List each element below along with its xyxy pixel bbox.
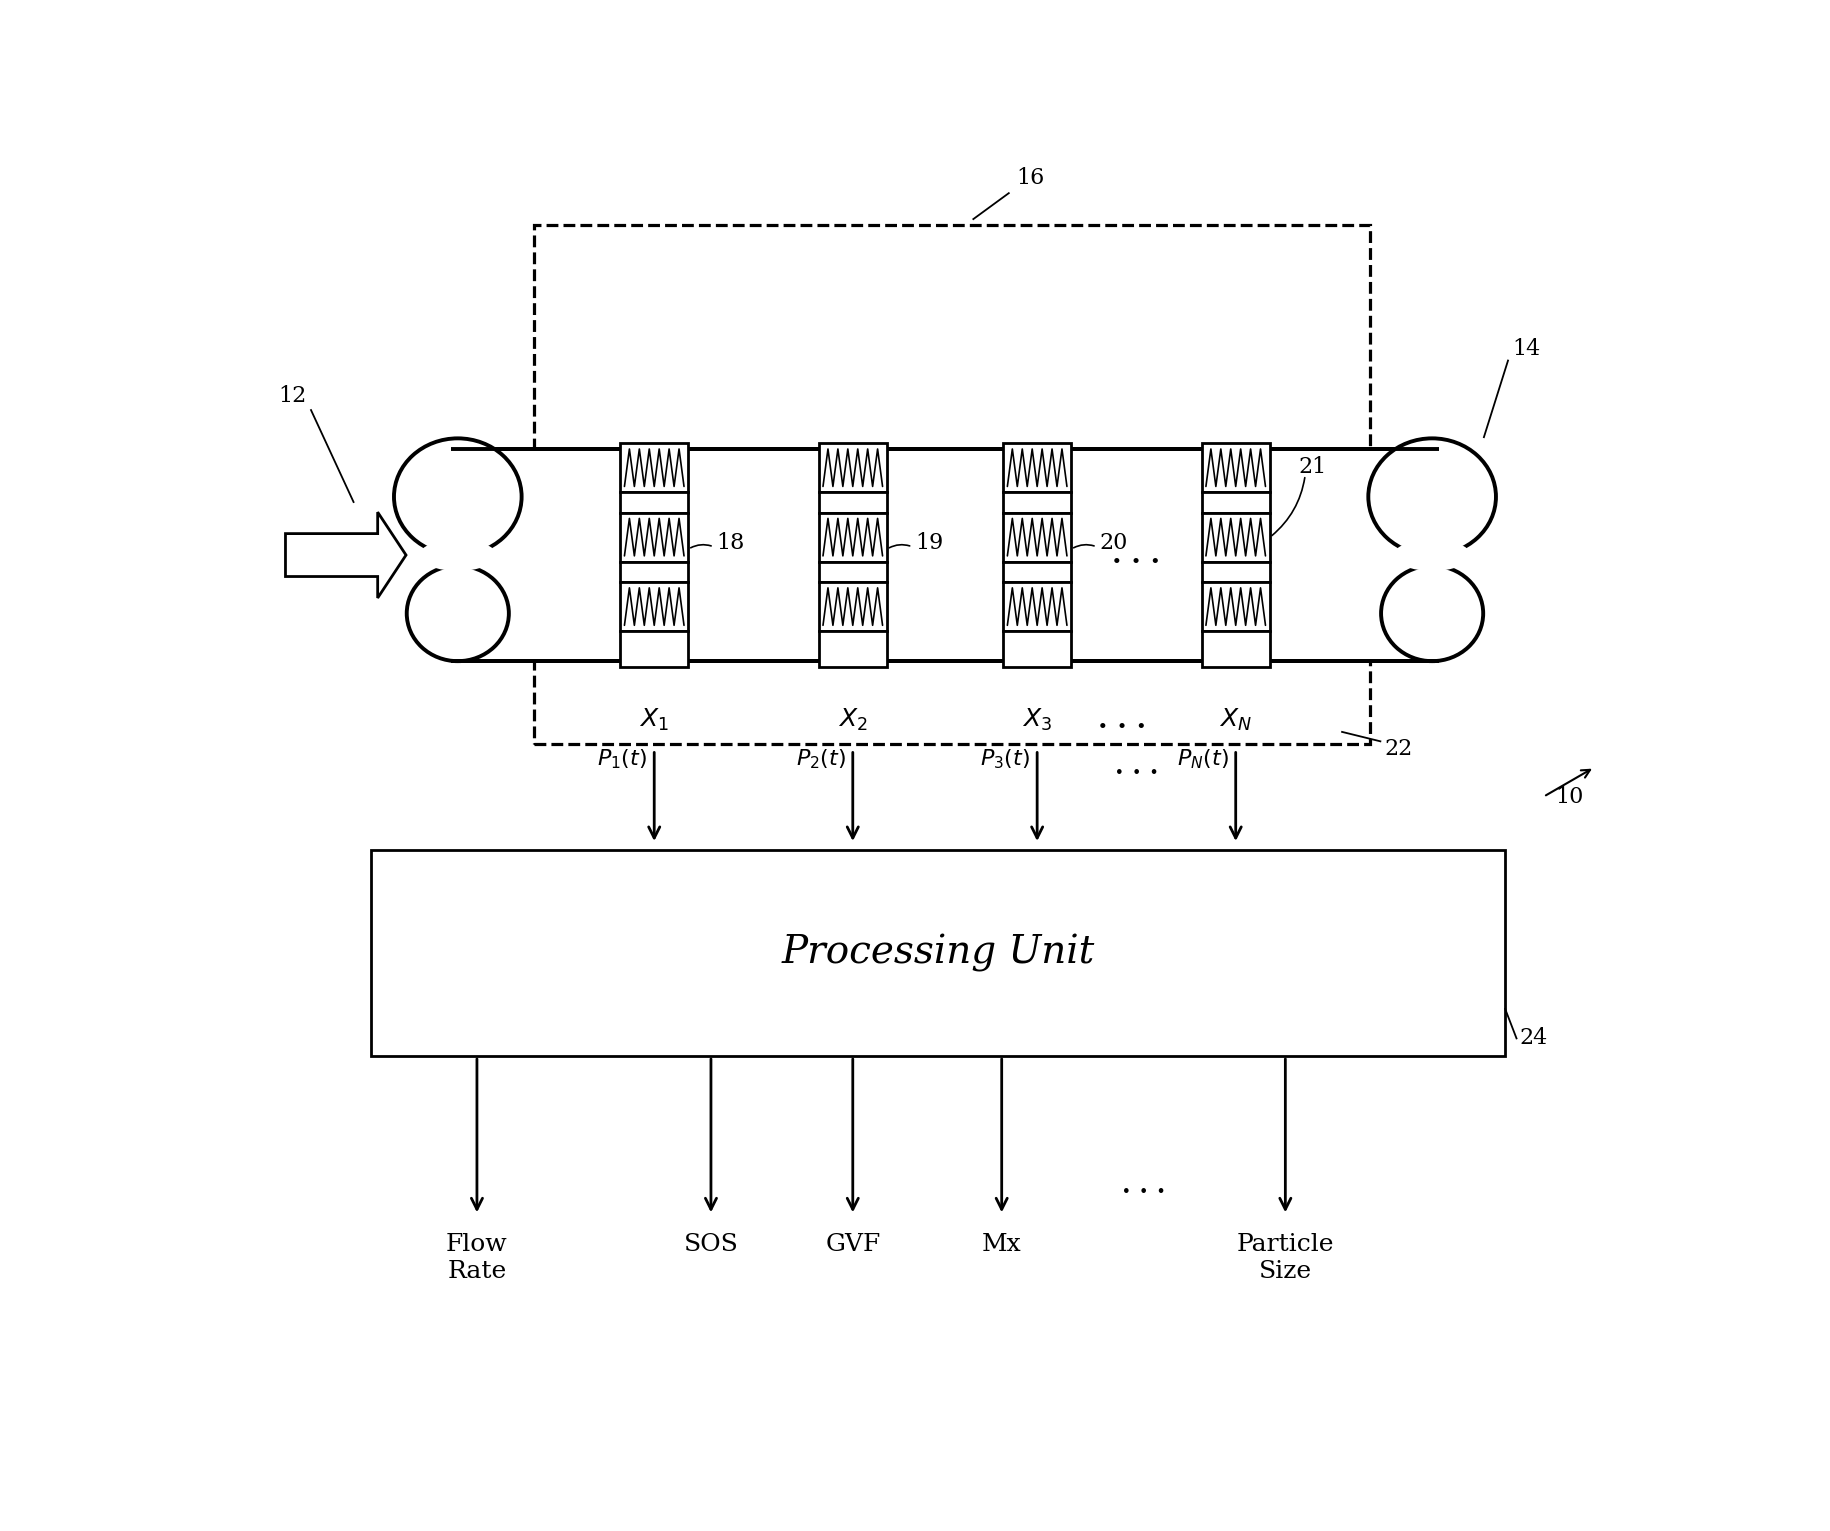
- Bar: [452, 449, 1438, 661]
- Text: $P_N(t)$: $P_N(t)$: [1177, 747, 1228, 770]
- Ellipse shape: [393, 438, 522, 556]
- Polygon shape: [1003, 631, 1071, 668]
- Polygon shape: [1202, 631, 1270, 668]
- Ellipse shape: [419, 539, 496, 571]
- Text: $P_1(t)$: $P_1(t)$: [597, 747, 648, 770]
- Polygon shape: [1003, 442, 1071, 493]
- Polygon shape: [1003, 493, 1071, 513]
- Text: 21: 21: [1297, 456, 1327, 478]
- Text: $X_1$: $X_1$: [639, 707, 670, 733]
- Text: GVF: GVF: [825, 1232, 880, 1255]
- Polygon shape: [620, 631, 688, 668]
- Text: Flow
Rate: Flow Rate: [447, 1232, 507, 1283]
- Text: $X_3$: $X_3$: [1023, 707, 1052, 733]
- Text: Processing Unit: Processing Unit: [781, 934, 1094, 972]
- Ellipse shape: [1369, 438, 1495, 556]
- Text: 12: 12: [278, 384, 307, 407]
- Polygon shape: [1003, 513, 1071, 562]
- Text: . . .: . . .: [1122, 1174, 1166, 1197]
- Text: 10: 10: [1556, 785, 1583, 808]
- Polygon shape: [1202, 562, 1270, 582]
- Text: . . .: . . .: [1098, 707, 1146, 733]
- Polygon shape: [620, 442, 688, 493]
- Polygon shape: [818, 442, 888, 493]
- Polygon shape: [285, 513, 406, 599]
- Polygon shape: [620, 513, 688, 562]
- Text: $P_2(t)$: $P_2(t)$: [796, 747, 845, 770]
- Polygon shape: [1003, 562, 1071, 582]
- Text: 18: 18: [717, 533, 745, 554]
- Text: 22: 22: [1385, 738, 1413, 761]
- Text: 14: 14: [1512, 338, 1541, 360]
- Text: $X_N$: $X_N$: [1219, 707, 1252, 733]
- Polygon shape: [818, 631, 888, 668]
- Text: $X_2$: $X_2$: [838, 707, 867, 733]
- Polygon shape: [818, 562, 888, 582]
- Polygon shape: [818, 513, 888, 562]
- Polygon shape: [620, 493, 688, 513]
- Text: 16: 16: [1016, 167, 1045, 188]
- Polygon shape: [620, 562, 688, 582]
- Text: 19: 19: [915, 533, 944, 554]
- Bar: [370, 850, 1506, 1056]
- Text: . . .: . . .: [1114, 755, 1158, 779]
- Text: Mx: Mx: [983, 1232, 1021, 1255]
- Ellipse shape: [1394, 539, 1471, 571]
- Polygon shape: [620, 582, 688, 631]
- Text: . . .: . . .: [1113, 542, 1160, 568]
- Polygon shape: [1202, 493, 1270, 513]
- Text: Particle
Size: Particle Size: [1237, 1232, 1334, 1283]
- Text: 24: 24: [1519, 1027, 1548, 1049]
- Ellipse shape: [1382, 565, 1482, 661]
- Bar: [534, 225, 1371, 744]
- Text: 20: 20: [1100, 533, 1127, 554]
- Polygon shape: [1202, 442, 1270, 493]
- Polygon shape: [818, 493, 888, 513]
- Polygon shape: [818, 582, 888, 631]
- Polygon shape: [1202, 513, 1270, 562]
- Text: SOS: SOS: [684, 1232, 737, 1255]
- Polygon shape: [1202, 582, 1270, 631]
- Ellipse shape: [406, 565, 509, 661]
- Text: $P_3(t)$: $P_3(t)$: [981, 747, 1030, 770]
- Polygon shape: [1003, 582, 1071, 631]
